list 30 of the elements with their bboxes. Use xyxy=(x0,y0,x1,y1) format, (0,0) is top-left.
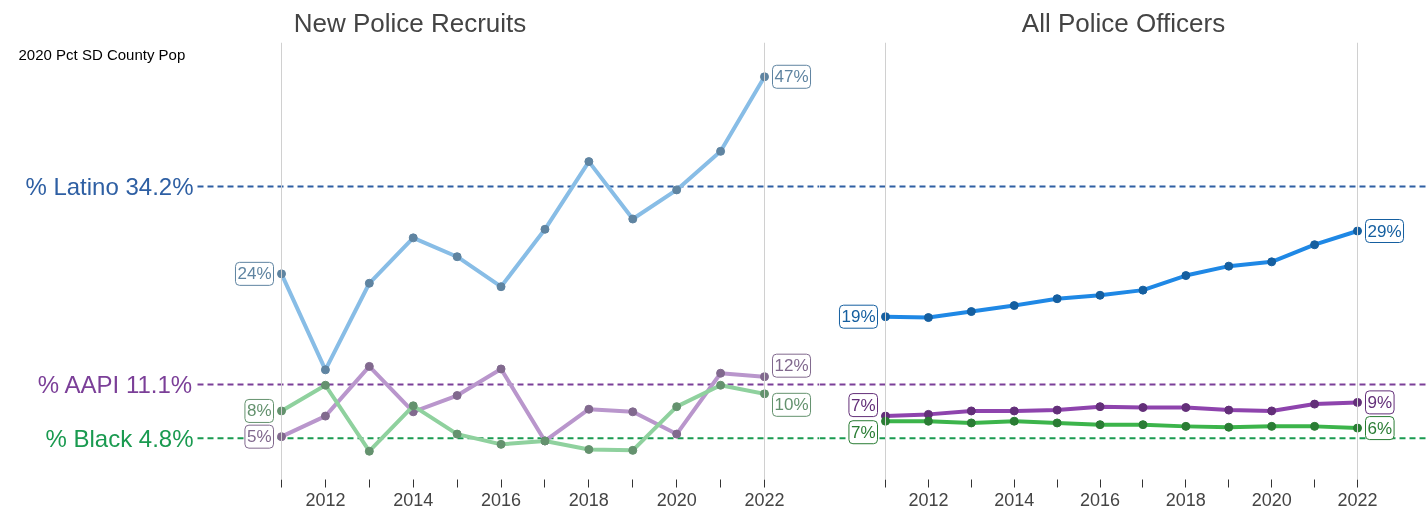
ref-line-label: % Black 4.8% xyxy=(45,424,194,452)
data-label: 6% xyxy=(1367,418,1393,438)
data-label: 7% xyxy=(850,395,876,415)
x-tick-label: 2012 xyxy=(908,489,949,508)
data-label: 29% xyxy=(1367,221,1402,241)
data-label: 47% xyxy=(774,67,809,87)
x-tick-label: 2018 xyxy=(568,489,609,508)
data-label: 24% xyxy=(237,264,272,284)
x-tick-label: 2016 xyxy=(1080,489,1121,508)
data-label: 5% xyxy=(246,427,272,447)
ref-line-label: % AAPI 11.1% xyxy=(37,370,193,398)
x-tick-label: 2014 xyxy=(994,489,1035,508)
chart-title: All Police Officers xyxy=(1021,7,1226,38)
x-tick-label: 2022 xyxy=(744,489,785,508)
x-tick-label: 2014 xyxy=(393,489,434,508)
data-label: 19% xyxy=(841,307,876,327)
data-label: 10% xyxy=(774,395,809,415)
text: 2020 Pct SD County Pop xyxy=(18,46,186,63)
x-tick-label: 2018 xyxy=(1165,489,1206,508)
ref-line-label: % Latino 34.2% xyxy=(25,172,194,200)
x-tick-label: 2022 xyxy=(1337,489,1378,508)
x-tick-label: 2012 xyxy=(305,489,346,508)
data-label: 12% xyxy=(774,356,809,376)
data-label: 9% xyxy=(1367,392,1393,412)
x-tick-label: 2016 xyxy=(481,489,522,508)
chart-title: New Police Recruits xyxy=(293,7,527,38)
x-tick-label: 2020 xyxy=(656,489,697,508)
data-label: 8% xyxy=(246,401,272,421)
x-tick-label: 2020 xyxy=(1251,489,1292,508)
data-label: 7% xyxy=(850,422,876,442)
